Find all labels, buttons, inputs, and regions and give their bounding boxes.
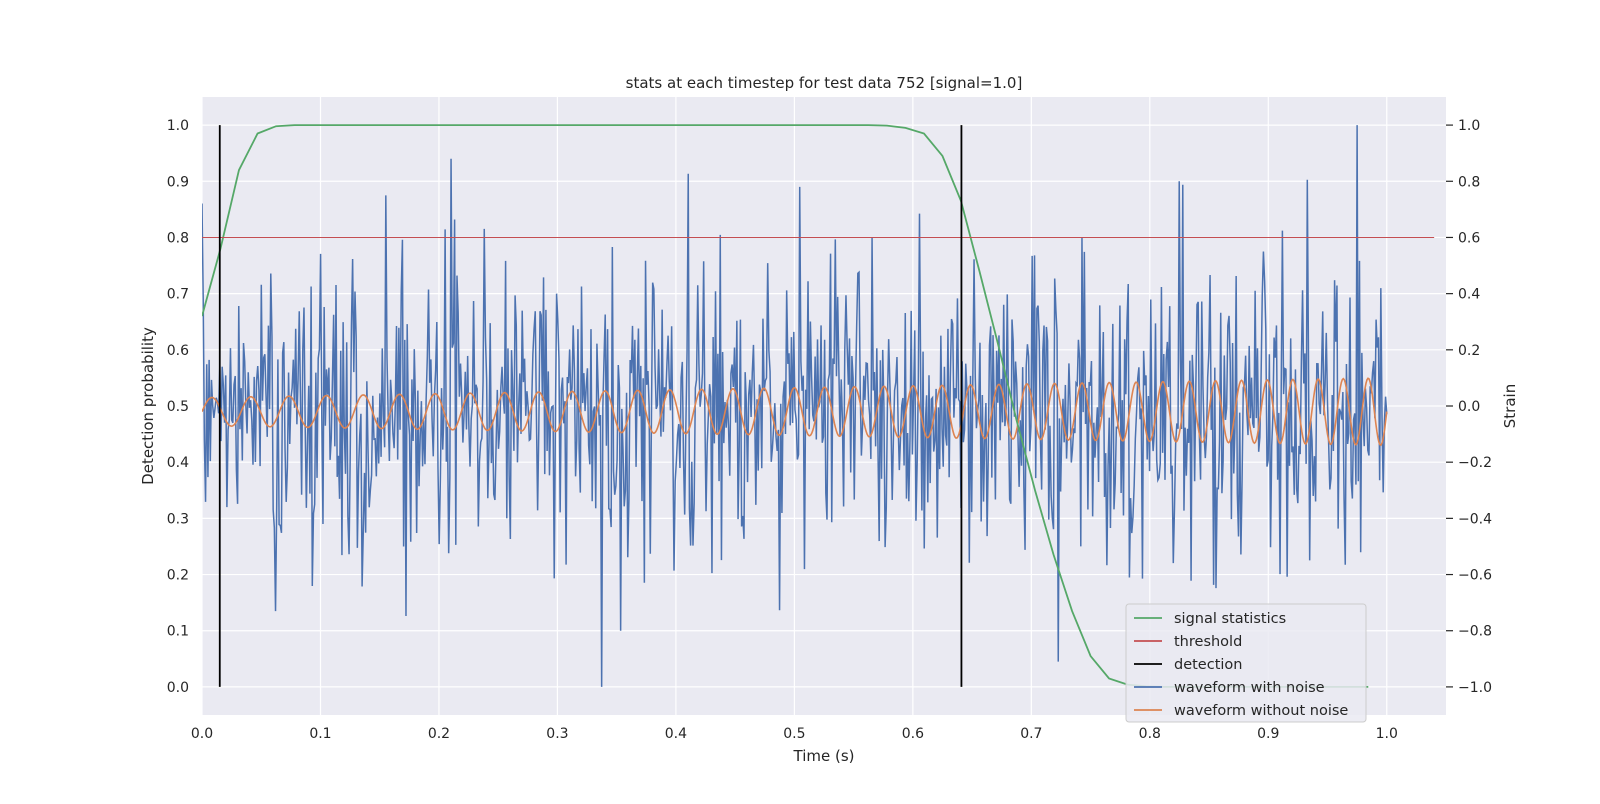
y-tick-label: 0.9 bbox=[167, 174, 189, 190]
series-waveform-with-noise bbox=[202, 125, 1388, 687]
y2-tick-label: 0.8 bbox=[1458, 174, 1480, 190]
x-tick-label: 0.4 bbox=[665, 726, 687, 742]
y-tick-label: 0.1 bbox=[167, 624, 189, 640]
x-tick-label: 0.6 bbox=[902, 726, 924, 742]
x-tick-label: 0.3 bbox=[546, 726, 568, 742]
y-tick-label: 0.7 bbox=[167, 287, 189, 303]
y-tick-label: 0.5 bbox=[167, 399, 189, 415]
y-tick-label: 0.4 bbox=[167, 455, 189, 471]
x-tick-label: 0.9 bbox=[1257, 726, 1279, 742]
x-tick-label: 1.0 bbox=[1376, 726, 1398, 742]
y2-tick-label: −1.0 bbox=[1458, 680, 1492, 696]
legend-label-threshold: threshold bbox=[1174, 634, 1242, 650]
legend-label-signal: signal statistics bbox=[1174, 611, 1286, 627]
y-tick-label: 0.3 bbox=[167, 511, 189, 527]
y2-tick-label: −0.2 bbox=[1458, 455, 1492, 471]
x-tick-label: 0.1 bbox=[309, 726, 331, 742]
y2-tick-label: −0.4 bbox=[1458, 511, 1492, 527]
y2-tick-label: 0.0 bbox=[1458, 399, 1480, 415]
x-tick-label: 0.0 bbox=[191, 726, 213, 742]
y2-tick-label: −0.8 bbox=[1458, 624, 1492, 640]
x-tick-label: 0.8 bbox=[1139, 726, 1161, 742]
y2-axis-label: Strain bbox=[1501, 384, 1519, 428]
x-tick-label: 0.2 bbox=[428, 726, 450, 742]
legend-label-detection: detection bbox=[1174, 657, 1242, 673]
y-axis-label: Detection probability bbox=[139, 327, 157, 485]
chart-title: stats at each timestep for test data 752… bbox=[626, 74, 1023, 92]
y2-tick-label: 0.6 bbox=[1458, 230, 1480, 246]
legend: signal statistics threshold detection wa… bbox=[1125, 603, 1367, 723]
x-tick-label: 0.7 bbox=[1020, 726, 1042, 742]
y-tick-label: 0.6 bbox=[167, 343, 189, 359]
y2-tick-label: 0.4 bbox=[1458, 287, 1480, 303]
tick-labels: 0.0 0.1 0.2 0.3 0.4 0.5 0.6 0.7 0.8 0.9 1.0 0.0 0.1 0… bbox=[167, 118, 1492, 742]
legend-label-clean: waveform without noise bbox=[1174, 703, 1348, 719]
y-tick-label: 0.2 bbox=[167, 568, 189, 584]
y2-tick-label: 1.0 bbox=[1458, 118, 1480, 134]
y-tick-label: 1.0 bbox=[167, 118, 189, 134]
y2-tick-label: 0.2 bbox=[1458, 343, 1480, 359]
y-tick-label: 0.0 bbox=[167, 680, 189, 696]
x-axis-label: Time (s) bbox=[793, 747, 855, 765]
x-tick-label: 0.5 bbox=[783, 726, 805, 742]
legend-label-noisy: waveform with noise bbox=[1174, 680, 1325, 696]
y2-tick-label: −0.6 bbox=[1458, 568, 1492, 584]
y-tick-label: 0.8 bbox=[167, 230, 189, 246]
series-waveform-without-noise bbox=[202, 377, 1388, 447]
legend-box bbox=[1125, 603, 1367, 723]
